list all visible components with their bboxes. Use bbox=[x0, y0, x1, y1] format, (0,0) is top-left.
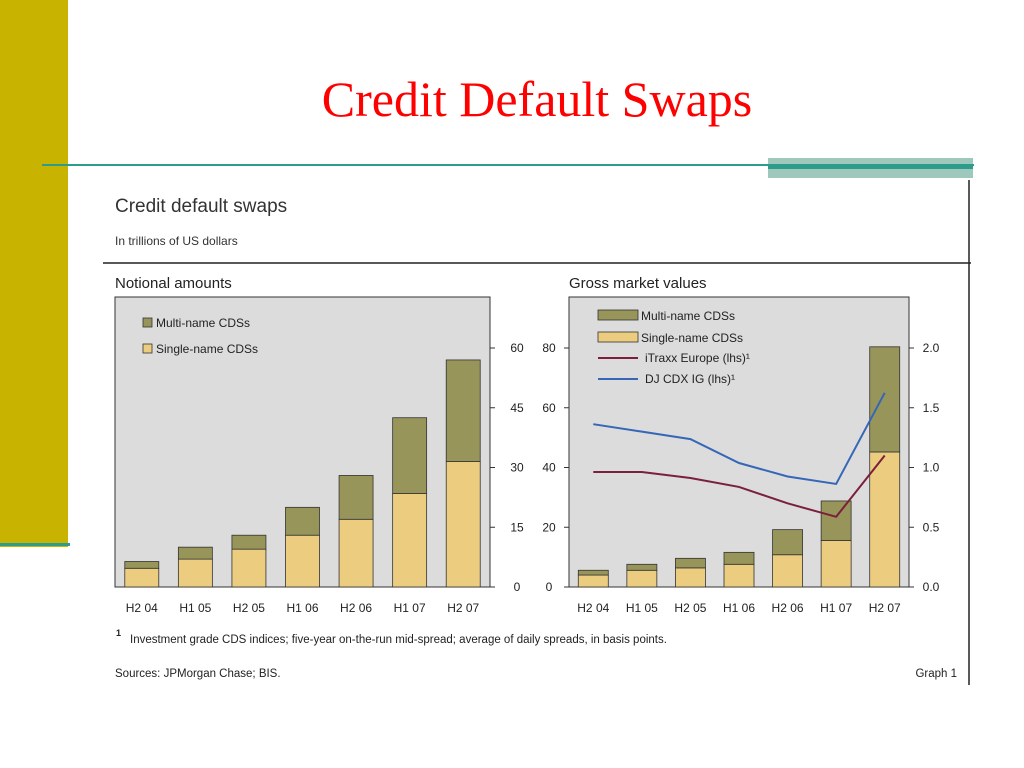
x-tick-label: H2 06 bbox=[340, 601, 372, 615]
legend-label-cdx: DJ CDX IG (lhs)¹ bbox=[645, 372, 735, 386]
graph-label: Graph 1 bbox=[915, 668, 957, 680]
single-name-bar bbox=[177, 558, 213, 588]
left-axis-tick-label: 0 bbox=[546, 580, 553, 594]
figure-subtitle: In trillions of US dollars bbox=[115, 234, 238, 248]
multi-name-bar bbox=[869, 346, 901, 453]
right-chart: 0 20 40 60 80 0.0 0.5 1.0 1.5 2.0 H2 04 H1 05 H2 05 H… bbox=[542, 296, 940, 615]
left-y-tick-label: 15 bbox=[510, 520, 524, 534]
left-y-tick-label: 0 bbox=[514, 580, 521, 594]
multi-name-bar bbox=[577, 569, 609, 576]
multi-name-bar bbox=[772, 529, 803, 556]
x-tick-label: H1 07 bbox=[394, 601, 426, 615]
multi-name-bar bbox=[723, 551, 755, 565]
side-decoration-line bbox=[0, 543, 70, 546]
left-y-tick-label: 45 bbox=[510, 401, 524, 415]
multi-name-bar bbox=[338, 475, 374, 520]
multi-name-bar bbox=[820, 500, 852, 541]
single-name-bar bbox=[675, 567, 706, 588]
multi-name-bar bbox=[285, 506, 320, 536]
multi-name-bar bbox=[445, 359, 481, 462]
left-axis-tick-label: 20 bbox=[542, 520, 556, 534]
single-name-bar bbox=[820, 539, 852, 588]
x-tick-label: H2 07 bbox=[447, 601, 479, 615]
single-name-bar bbox=[445, 461, 481, 588]
right-axis-tick-label: 1.0 bbox=[923, 461, 940, 475]
multi-name-bar bbox=[675, 557, 706, 569]
legend-label-single: Single-name CDSs bbox=[156, 342, 258, 356]
multi-name-bar bbox=[392, 417, 428, 494]
x-tick-label: H1 06 bbox=[286, 601, 318, 615]
footnote-text: Investment grade CDS indices; five-year … bbox=[130, 634, 667, 646]
x-tick-label: H1 05 bbox=[626, 601, 658, 615]
left-axis-tick-label: 40 bbox=[542, 461, 556, 475]
left-chart: 0 15 30 45 60 H2 04 H1 05 H2 05 H1 06 H2 06 H1 07 H… bbox=[114, 296, 524, 615]
right-axis-tick-label: 0.5 bbox=[923, 520, 940, 534]
right-chart-title: Gross market values bbox=[569, 275, 707, 292]
x-tick-label: H2 05 bbox=[674, 601, 706, 615]
left-axis-tick-label: 80 bbox=[542, 341, 556, 355]
legend-swatch-single bbox=[597, 331, 639, 343]
left-y-tick-label: 30 bbox=[510, 461, 524, 475]
legend-swatch-single bbox=[142, 343, 153, 354]
single-name-bar bbox=[772, 554, 803, 588]
figure-title: Credit default swaps bbox=[115, 196, 287, 217]
x-tick-label: H2 07 bbox=[869, 601, 901, 615]
title-rule-block-line bbox=[768, 166, 973, 169]
multi-name-bar bbox=[124, 561, 160, 569]
x-tick-label: H2 05 bbox=[233, 601, 265, 615]
sources-text: Sources: JPMorgan Chase; BIS. bbox=[115, 668, 281, 680]
x-tick-label: H2 06 bbox=[772, 601, 804, 615]
legend-label-multi: Multi-name CDSs bbox=[641, 309, 735, 323]
single-name-bar bbox=[577, 574, 609, 588]
right-plot-area bbox=[568, 296, 910, 588]
legend-label-itraxx: iTraxx Europe (lhs)¹ bbox=[645, 351, 750, 365]
single-name-bar bbox=[392, 492, 428, 588]
left-axis-tick-label: 60 bbox=[542, 401, 556, 415]
legend-label-multi: Multi-name CDSs bbox=[156, 316, 250, 330]
single-name-bar bbox=[338, 518, 374, 588]
single-name-bar bbox=[723, 563, 755, 588]
single-name-bar bbox=[869, 451, 901, 588]
right-axis-tick-label: 1.5 bbox=[923, 401, 940, 415]
x-tick-label: H1 06 bbox=[723, 601, 755, 615]
footnote-marker: 1 bbox=[116, 628, 121, 638]
legend-label-single: Single-name CDSs bbox=[641, 331, 743, 345]
right-axis-tick-label: 0.0 bbox=[923, 580, 940, 594]
x-tick-label: H2 04 bbox=[126, 601, 158, 615]
x-tick-label: H1 07 bbox=[820, 601, 852, 615]
slide-title: Credit Default Swaps bbox=[321, 71, 753, 127]
multi-name-bar bbox=[626, 563, 658, 571]
multi-name-bar bbox=[231, 534, 267, 550]
single-name-bar bbox=[285, 534, 320, 588]
x-tick-label: H2 04 bbox=[577, 601, 609, 615]
single-name-bar bbox=[231, 548, 267, 588]
left-chart-title: Notional amounts bbox=[115, 275, 232, 292]
single-name-bar bbox=[124, 567, 160, 588]
x-tick-label: H1 05 bbox=[179, 601, 211, 615]
legend-swatch-multi bbox=[142, 317, 153, 328]
side-decoration-bar bbox=[0, 0, 68, 547]
right-axis-tick-label: 2.0 bbox=[923, 341, 940, 355]
title-rule-line bbox=[42, 164, 974, 166]
dj-cdx-ig-line bbox=[593, 392, 886, 486]
single-name-bar bbox=[626, 569, 658, 588]
multi-name-bar bbox=[177, 546, 213, 560]
legend-swatch-multi bbox=[597, 309, 639, 321]
left-y-tick-label: 60 bbox=[510, 341, 524, 355]
itraxx-europe-line bbox=[593, 454, 886, 518]
